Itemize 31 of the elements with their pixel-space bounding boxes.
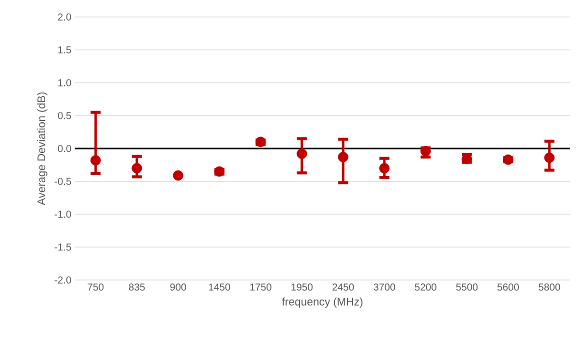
y-tick-label: 1.0 — [58, 79, 72, 86]
y-tick-label: 2.0 — [58, 13, 72, 21]
y-tick-label: 0.5 — [58, 112, 72, 120]
point — [90, 155, 101, 166]
x-tick-label: 5800 — [538, 284, 560, 291]
y-tick-label: 1.5 — [58, 46, 72, 54]
x-tick-label: 3700 — [374, 284, 396, 291]
x-tick-label: 750 — [88, 284, 104, 291]
x-tick-label: 5600 — [497, 284, 519, 291]
y-tick-label: 0.0 — [58, 144, 72, 152]
y-tick-label: -1.5 — [54, 244, 72, 251]
point — [544, 152, 555, 163]
y-tick-label: -0.5 — [54, 178, 72, 185]
y-tick-label: -1.0 — [54, 210, 72, 218]
x-tick-label: 5500 — [456, 284, 478, 291]
point — [172, 170, 184, 181]
x-axis-title: frequency (MHz) — [282, 297, 362, 308]
x-tick-label: 2450 — [332, 284, 354, 291]
x-tick-label: 1750 — [250, 284, 272, 291]
y-axis-title: Average Deviation (dB) — [37, 92, 48, 206]
point — [338, 152, 348, 162]
x-tick-label: 5200 — [414, 284, 436, 291]
x-tick-label: 1450 — [209, 284, 230, 291]
point — [420, 146, 431, 156]
point — [132, 163, 142, 174]
point — [296, 148, 308, 159]
point — [379, 163, 390, 174]
x-tick-label: 900 — [170, 284, 186, 291]
x-tick-label: 835 — [128, 284, 145, 291]
x-tick-label: 1950 — [292, 284, 313, 291]
y-tick-label: -2.0 — [54, 276, 72, 284]
